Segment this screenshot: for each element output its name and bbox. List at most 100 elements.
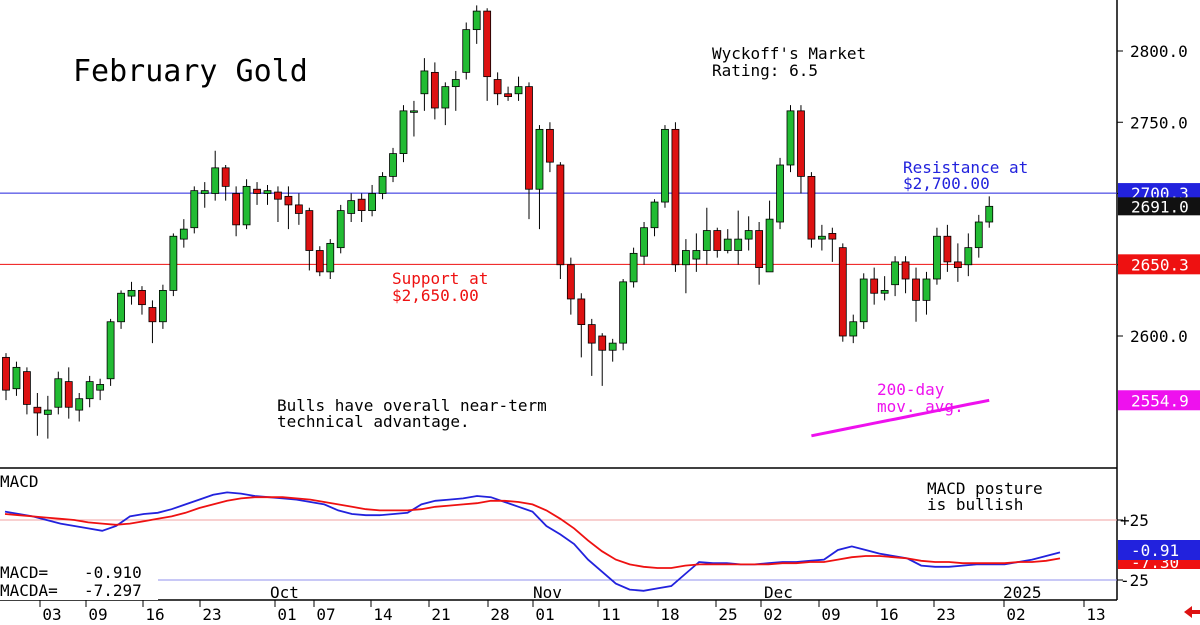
candle	[54, 371, 63, 415]
candle	[2, 353, 10, 401]
candle	[598, 333, 607, 386]
last-price-box: 2691.0	[1118, 197, 1200, 216]
candle	[117, 290, 125, 329]
candle	[106, 318, 115, 386]
candle	[451, 70, 460, 111]
macd-note-1: MACD posture	[927, 479, 1043, 498]
candle	[786, 105, 795, 173]
price-tick-label: 2800.0	[1130, 42, 1188, 61]
macda-readout-value: -7.297	[84, 581, 142, 600]
price-tick-label: 2750.0	[1130, 113, 1188, 132]
date-tick-label: 14	[373, 605, 392, 624]
candle	[566, 257, 575, 315]
candle	[357, 193, 366, 222]
macd-gridlines	[0, 519, 1117, 581]
candle	[974, 214, 983, 258]
candle	[535, 125, 544, 230]
candle	[221, 165, 230, 201]
macda-readout-label: MACDA=	[0, 581, 58, 600]
candle	[347, 193, 356, 222]
candle	[671, 122, 680, 272]
rating-line-2: Rating: 6.5	[712, 61, 818, 80]
date-tick-label: 11	[601, 605, 620, 624]
candle	[64, 367, 73, 419]
date-tick-label: 18	[660, 605, 679, 624]
candle	[148, 300, 157, 344]
candle	[776, 157, 784, 230]
candle	[619, 279, 628, 351]
candle	[127, 281, 136, 305]
candle	[828, 227, 837, 262]
macd-series	[4, 491, 1061, 592]
candle	[211, 150, 220, 201]
candlestick-series	[2, 5, 994, 439]
resistance-note-1: Resistance at	[903, 158, 1028, 177]
macd-readout-box	[0, 562, 158, 600]
candle	[305, 207, 314, 271]
candle	[650, 199, 659, 237]
candle	[263, 184, 272, 205]
bulls-note-2: technical advantage.	[277, 412, 470, 431]
support-value-box: 2650.3	[1118, 254, 1200, 275]
candle	[901, 256, 910, 294]
candle	[985, 196, 994, 228]
date-tick-label: 25	[718, 605, 737, 624]
candle	[755, 222, 764, 285]
date-tick-label: 02	[1006, 605, 1025, 624]
candle	[472, 5, 481, 44]
candle	[891, 256, 899, 297]
candle	[430, 62, 439, 120]
candle	[389, 147, 397, 183]
rating-line-1: Wyckoff's Market	[712, 44, 866, 63]
price-tick-label: 2600.0	[1130, 327, 1188, 346]
candle	[326, 239, 335, 279]
macd-tick-label: +25	[1120, 511, 1149, 530]
candle	[253, 182, 261, 205]
candle	[713, 227, 722, 258]
candle	[765, 200, 774, 273]
candle	[410, 100, 418, 137]
candle	[158, 284, 167, 329]
bulls-note-1: Bulls have overall near-term	[277, 396, 547, 415]
month-label-oct: Oct	[270, 583, 299, 602]
candle	[525, 82, 533, 220]
macd-tick-label: -25	[1120, 571, 1149, 590]
date-tick-label: 21	[431, 605, 450, 624]
macd-axis: +25 -25	[1117, 511, 1149, 590]
candle	[179, 219, 188, 248]
support-note-2: $2,650.00	[392, 286, 479, 305]
candle	[797, 105, 805, 194]
support-note-1: Support at	[392, 269, 488, 288]
ma200-value-box: 2554.9	[1118, 390, 1200, 411]
candle	[964, 233, 973, 277]
candle	[849, 314, 858, 344]
candle	[702, 207, 711, 265]
candle	[399, 105, 408, 163]
candle	[493, 72, 502, 106]
ma-note-1: 200-day	[877, 380, 945, 399]
candle	[807, 172, 816, 248]
chart-frame	[0, 0, 1118, 601]
date-tick-label: 03	[42, 605, 61, 624]
scroll-left-arrow-icon[interactable]	[1184, 606, 1200, 618]
date-tick-label: 02	[763, 605, 782, 624]
candle	[232, 186, 241, 237]
candle	[200, 182, 209, 208]
macd-readout-value: -0.910	[84, 563, 142, 582]
date-tick-label: 23	[936, 605, 955, 624]
macd-note-2: is bullish	[927, 495, 1023, 514]
candle	[608, 338, 617, 362]
candle	[138, 286, 146, 315]
candle	[514, 76, 523, 101]
candle	[368, 184, 377, 217]
svg-text:2650.3: 2650.3	[1131, 255, 1189, 274]
candle	[577, 293, 586, 358]
candle	[315, 246, 324, 277]
candle	[723, 229, 732, 254]
candle	[880, 276, 889, 301]
date-tick-label: 09	[821, 605, 840, 624]
candle	[661, 125, 669, 208]
ma200-line	[811, 398, 990, 438]
candle	[43, 395, 52, 439]
